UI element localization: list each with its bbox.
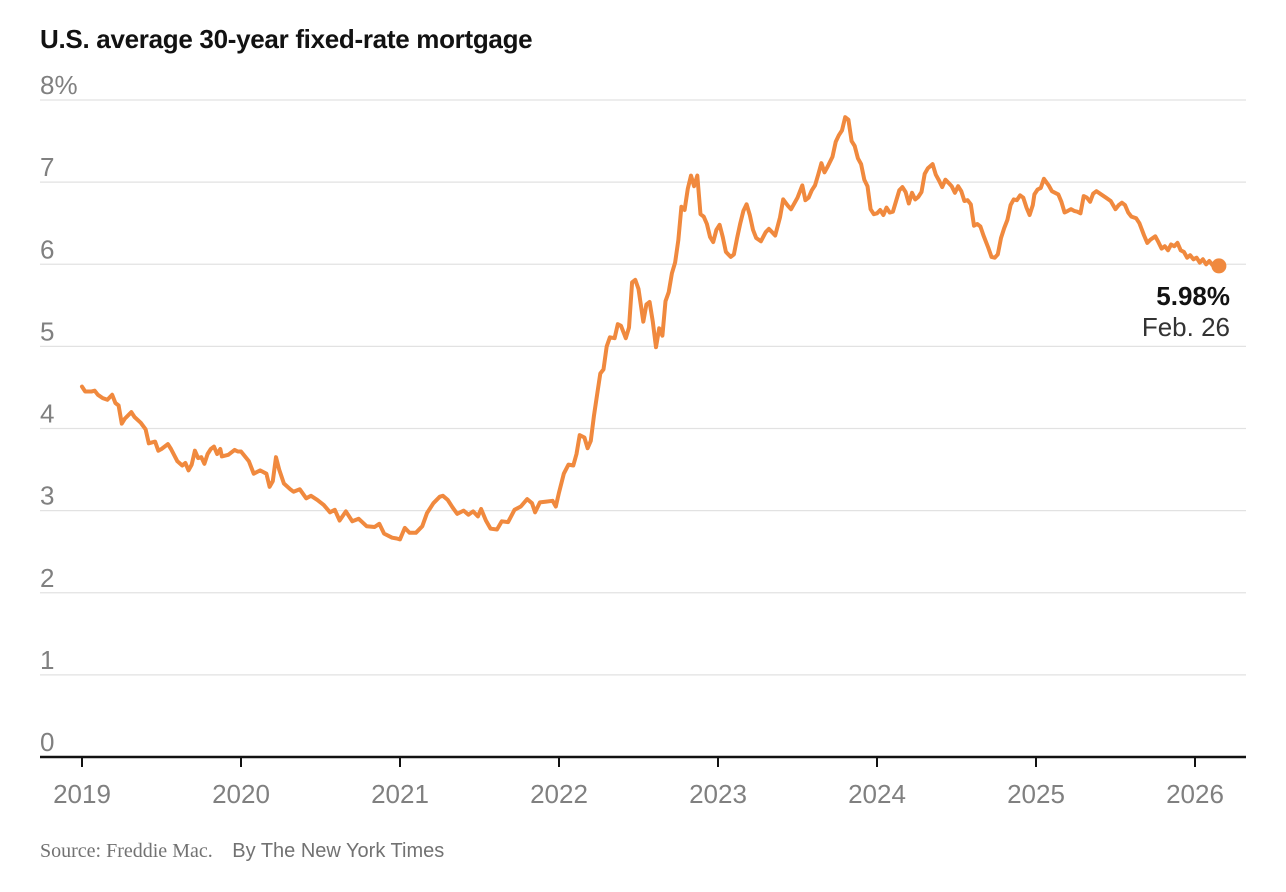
x-axis-label: 2024	[848, 779, 906, 809]
x-axis-label: 2022	[530, 779, 588, 809]
byline-text: By The New York Times	[232, 840, 445, 862]
y-axis-label: 7	[40, 152, 54, 182]
source-line: Source: Freddie Mac. By The New York Tim…	[40, 840, 444, 863]
y-axis-label: 3	[40, 481, 54, 511]
y-axis-label: 8%	[40, 70, 78, 100]
y-axis-label: 5	[40, 316, 54, 346]
y-axis-label: 4	[40, 399, 54, 429]
y-axis-label: 6	[40, 234, 54, 264]
x-axis-label: 2021	[371, 779, 429, 809]
y-axis-label: 1	[40, 645, 54, 675]
x-axis-label: 2025	[1007, 779, 1065, 809]
y-axis-label: 0	[40, 727, 54, 757]
end-point-date: Feb. 26	[1141, 312, 1230, 342]
y-axis-label: 2	[40, 563, 54, 593]
rate-line	[80, 115, 1221, 542]
end-point-annotation: 5.98% Feb. 26	[1142, 281, 1230, 343]
x-axis-label: 2019	[53, 779, 111, 809]
end-point-value: 5.98%	[1156, 281, 1230, 311]
end-point-dot	[1211, 258, 1227, 274]
source-text: Source: Freddie Mac.	[40, 840, 213, 862]
x-axis-label: 2023	[689, 779, 747, 809]
chart-title: U.S. average 30-year fixed-rate mortgage	[40, 24, 533, 54]
x-axis-label: 2026	[1166, 779, 1224, 809]
x-axis-label: 2020	[212, 779, 270, 809]
